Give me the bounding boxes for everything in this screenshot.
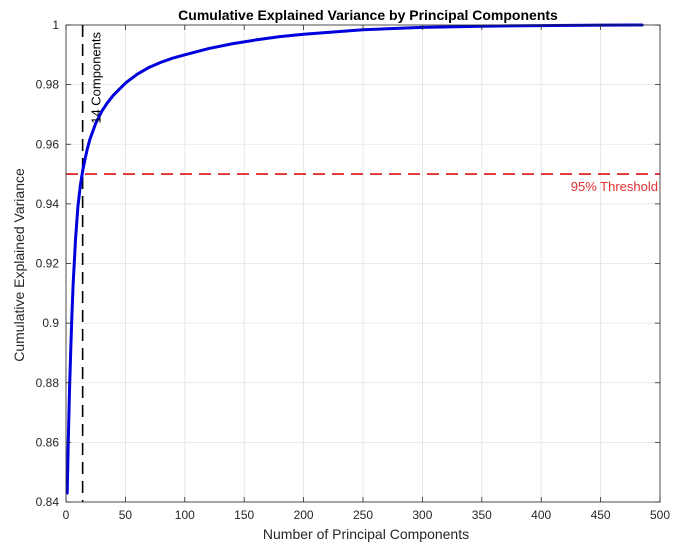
y-tick-label: 1 [52, 18, 59, 32]
y-tick-label: 0.86 [36, 435, 60, 449]
x-tick-label: 150 [234, 508, 254, 522]
x-axis-title: Number of Principal Components [263, 526, 469, 542]
y-tick-label: 0.9 [42, 316, 59, 330]
reference-lines [66, 25, 660, 502]
x-tick-label: 250 [353, 508, 373, 522]
x-tick-label: 200 [294, 508, 314, 522]
y-tick-label: 0.98 [36, 78, 60, 92]
y-tick-label: 0.96 [36, 137, 60, 151]
x-tick-label: 450 [591, 508, 611, 522]
y-tick-label: 0.94 [36, 197, 60, 211]
y-tick-label: 0.84 [36, 495, 60, 509]
x-tick-label: 300 [412, 508, 432, 522]
y-tick-label: 0.92 [36, 257, 60, 271]
component-label: 14 Components [89, 32, 104, 124]
series-layer [65, 23, 644, 495]
y-axis-title: Cumulative Explained Variance [11, 168, 27, 362]
x-tick-label: 100 [175, 508, 195, 522]
x-tick-label: 350 [472, 508, 492, 522]
annotation-layer: 95% Threshold 14 Components [89, 32, 658, 195]
chart-title: Cumulative Explained Variance by Princip… [178, 7, 558, 23]
threshold-label: 95% Threshold [571, 179, 658, 194]
x-tick-label: 500 [650, 508, 670, 522]
tick-layer: 0 50 100 150 200 250 300 350 400 450 500 0.84 0.86 0.… [36, 18, 671, 522]
variance-curve [65, 23, 644, 495]
y-tick-label: 0.88 [36, 376, 60, 390]
x-tick-label: 400 [531, 508, 551, 522]
x-tick-label: 0 [63, 508, 70, 522]
x-tick-label: 50 [119, 508, 133, 522]
